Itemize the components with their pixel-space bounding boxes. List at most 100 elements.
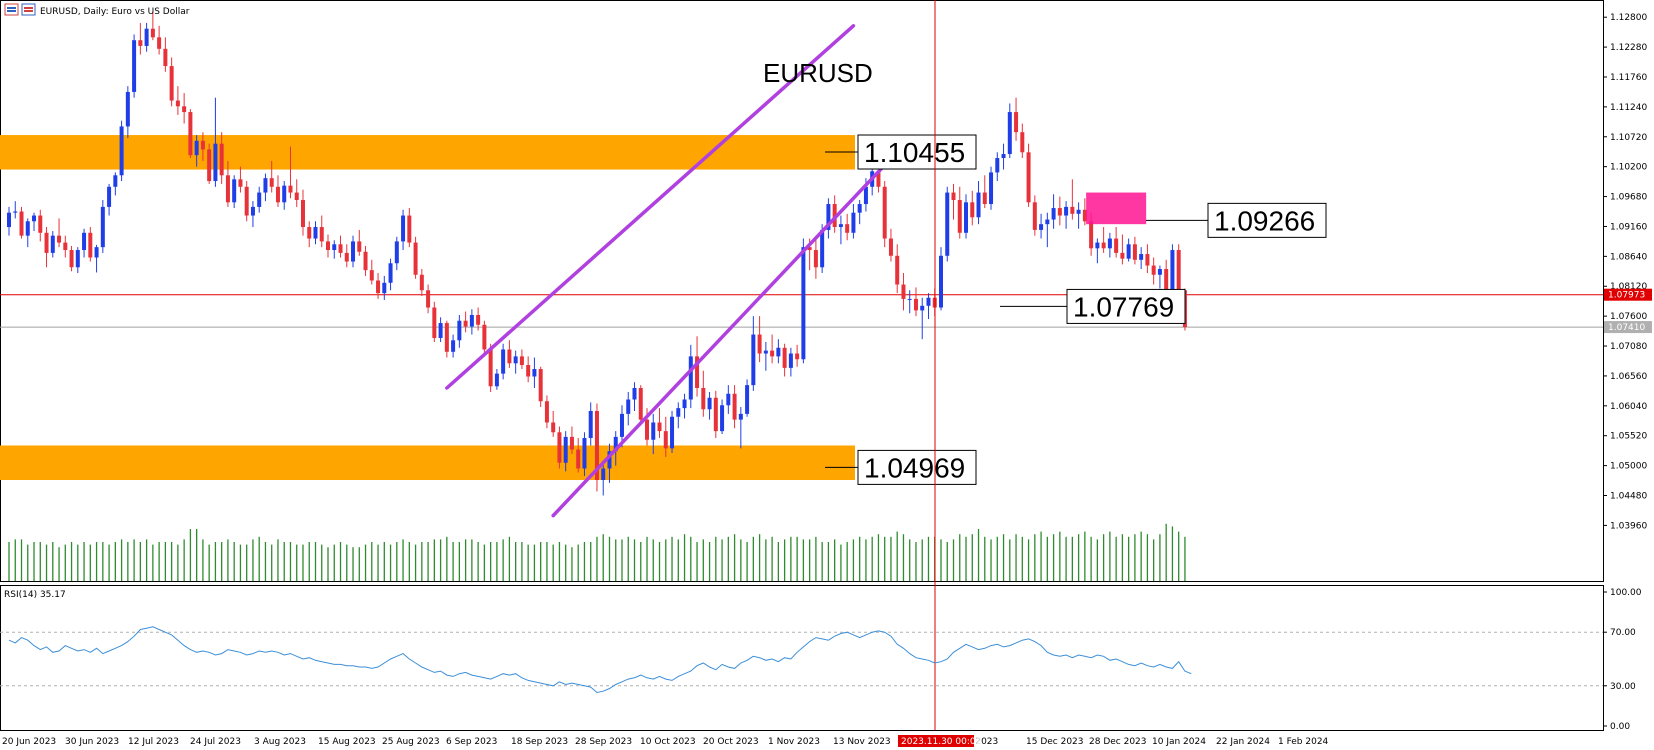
candle-body <box>670 416 675 449</box>
candle-body <box>344 252 349 262</box>
price-tick-label: 1.11760 <box>1610 73 1647 83</box>
candle-body <box>1132 244 1137 260</box>
candle-body <box>913 298 918 311</box>
candle-body <box>144 28 149 46</box>
channel-line-1 <box>551 156 893 518</box>
candle-body <box>1020 132 1025 153</box>
candle-body <box>113 175 118 187</box>
price-tick-label: 1.06040 <box>1610 402 1647 412</box>
candle-body <box>926 297 931 306</box>
candle-body <box>632 388 637 400</box>
candle-body <box>951 192 956 201</box>
candle-body <box>75 250 80 268</box>
candle-body <box>720 405 725 432</box>
candle-body <box>938 255 943 308</box>
annotation-label: 1.10455 <box>864 137 965 168</box>
candle-body <box>607 451 612 469</box>
time-axis: 20 Jun 2023 30 Jun 2023 12 Jul 2023 24 Jul … <box>2 735 1329 747</box>
candle-body <box>94 247 99 258</box>
candle-body <box>838 224 843 228</box>
candle-body <box>482 324 487 350</box>
candle-body <box>1176 250 1181 291</box>
annotation-box <box>1066 288 1186 324</box>
candle-body <box>588 411 593 439</box>
candle-body <box>25 221 30 236</box>
time-label: 10 Jan 2024 <box>1152 737 1206 747</box>
candle-body <box>882 186 887 239</box>
price-tick-label: 1.11240 <box>1610 103 1647 113</box>
candle-body <box>200 140 205 150</box>
candle-body <box>488 349 493 387</box>
main-plot-frame <box>0 0 1604 582</box>
rsi-caption: RSI(14) 35.17 <box>4 590 66 600</box>
candle-body <box>795 353 800 360</box>
price-annotations: 1.10455 1.09266 1.07769 1.04969 <box>825 134 1327 485</box>
candle-body <box>63 242 68 251</box>
candle-body <box>1145 254 1150 266</box>
rsi-tick-label: 0.00 <box>1610 722 1630 732</box>
candle-body <box>776 347 781 357</box>
candle-body <box>1114 238 1119 253</box>
candle-body <box>995 158 1000 173</box>
candle-body <box>695 356 700 389</box>
candle-body <box>207 149 212 182</box>
candle-body <box>732 393 737 420</box>
candle-body <box>576 449 581 469</box>
time-label: 3 Aug 2023 <box>254 737 306 747</box>
candle-body <box>413 242 418 275</box>
candle-body <box>1001 154 1006 159</box>
candle-body <box>69 250 74 268</box>
consolidation-box <box>1086 192 1147 225</box>
candle-body <box>175 100 180 107</box>
candle-body <box>32 215 37 222</box>
candle-body <box>651 422 656 440</box>
window-icon <box>4 3 36 16</box>
annotation-box <box>857 134 977 170</box>
candle-body <box>150 28 155 38</box>
zone-1 <box>0 445 855 480</box>
candle-body <box>257 192 262 207</box>
candle-body <box>1120 252 1125 259</box>
candle-body <box>250 206 255 216</box>
candle-body <box>288 185 293 193</box>
candle-body <box>388 263 393 283</box>
annotation-box <box>1207 202 1327 238</box>
candle-body <box>663 431 668 449</box>
candle-body <box>757 334 762 354</box>
candle-body <box>326 241 331 251</box>
candle-body <box>1070 206 1075 214</box>
candle-body <box>544 401 549 423</box>
candle-body <box>88 232 93 258</box>
candle-body <box>119 126 124 176</box>
candle-body <box>182 106 187 113</box>
candle-body <box>563 436 568 463</box>
candle-body <box>432 307 437 338</box>
candle-body <box>901 284 906 299</box>
candle-body <box>219 143 224 176</box>
candle-body <box>513 356 518 364</box>
candle-body <box>19 211 24 236</box>
candle-body <box>676 408 681 417</box>
candle-body <box>476 314 481 325</box>
candle-body <box>1051 208 1056 220</box>
time-label: 22 Jan 2024 <box>1216 737 1270 747</box>
channel-lines[interactable] <box>445 24 893 518</box>
candle-body <box>319 227 324 242</box>
candle-body <box>845 224 850 233</box>
candle-body <box>989 172 994 205</box>
bid-price-badge <box>1604 321 1652 334</box>
candle-body <box>213 143 218 182</box>
candle-body <box>401 215 406 242</box>
price-tick-label: 1.03960 <box>1610 521 1647 531</box>
annotation-label: 1.09266 <box>1214 205 1315 236</box>
candle-body <box>169 66 174 101</box>
candle-body <box>1076 209 1081 214</box>
candle-body <box>1057 208 1062 216</box>
candle-body <box>332 244 337 251</box>
candle-body <box>820 229 825 268</box>
candle-body <box>1014 112 1019 133</box>
candle-body <box>188 112 193 156</box>
candle-body <box>526 365 531 377</box>
time-label: 12 Jul 2023 <box>128 737 179 747</box>
